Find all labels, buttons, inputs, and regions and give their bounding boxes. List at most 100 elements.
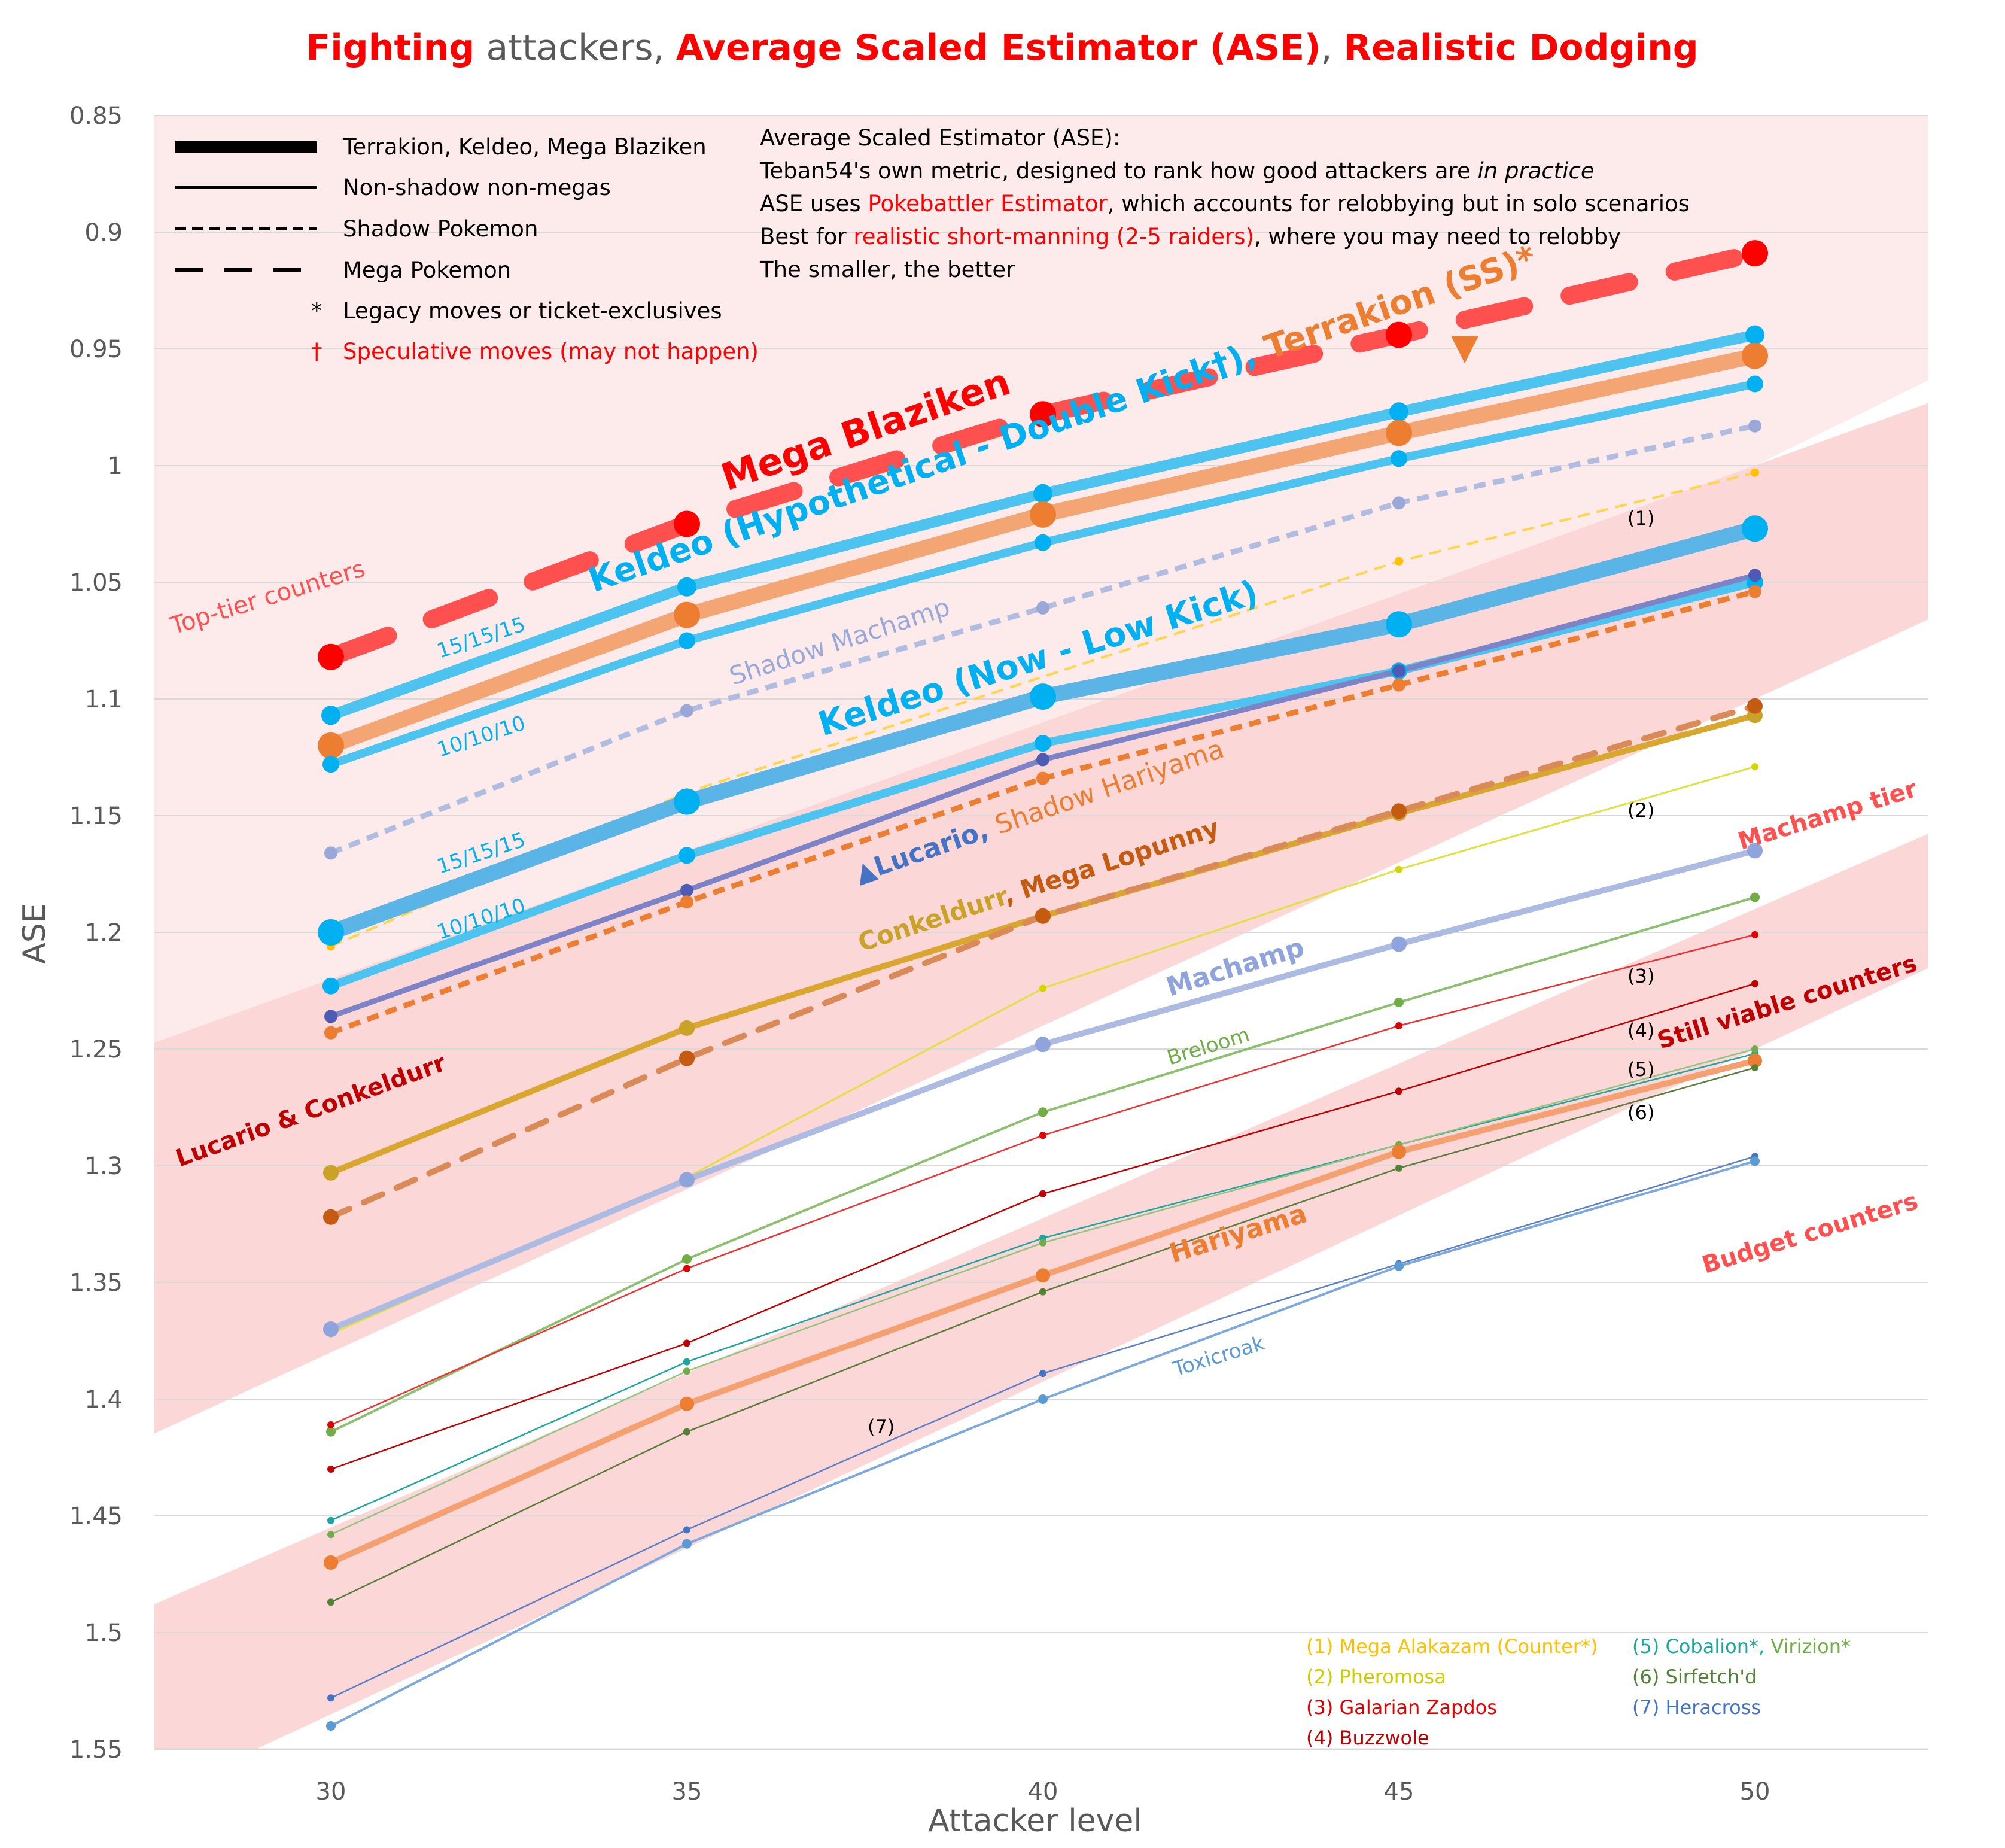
point-hariyama-lv35 xyxy=(680,1396,694,1411)
y-tick-label: 0.85 xyxy=(69,102,123,130)
y-tick-label: 1.4 xyxy=(84,1386,123,1414)
point-toxicroak-lv50 xyxy=(1750,1156,1760,1166)
point-keldeo-now-low-kick-10-10-10-lv35 xyxy=(679,847,695,864)
info-line-2-a: Teban54's own metric, designed to rank h… xyxy=(759,158,1477,184)
legend-label-4: Mega Pokemon xyxy=(343,257,511,283)
y-tick-label: 1.1 xyxy=(84,686,123,713)
x-axis-title: Attacker level xyxy=(928,1803,1142,1839)
point-lucario-lv30 xyxy=(324,1010,337,1023)
point-lucario-lv45 xyxy=(1392,664,1405,678)
x-tick-label: 50 xyxy=(1740,1778,1770,1806)
point-keldeo-hypothetical-double-kick-15-15-15-lv40 xyxy=(1033,484,1052,503)
info-line-4-a: Best for xyxy=(760,224,853,250)
point-machamp-lv30 xyxy=(323,1321,339,1337)
point-shadow-machamp-lv40 xyxy=(1036,601,1049,615)
point-6-sirfetch-d-lv40 xyxy=(1039,1288,1046,1296)
point-3-galarian-zapdos-lv35 xyxy=(683,1265,690,1272)
note-2: (2) xyxy=(1627,799,1654,822)
y-tick-label: 1.45 xyxy=(69,1503,123,1530)
footnote-key: (1) Mega Alakazam (Counter*) (2) Pheromo… xyxy=(1306,1635,1851,1749)
point-machamp-lv45 xyxy=(1391,936,1407,952)
info-line-3: ASE uses Pokebattler Estimator, which ac… xyxy=(760,191,1690,217)
point-4-buzzwole-lv40 xyxy=(1039,1190,1046,1197)
point-5-virizion-lv35 xyxy=(683,1367,690,1375)
point-keldeo-hypothetical-double-kick-15-15-15-lv50 xyxy=(1745,325,1764,345)
key-5: (5) Cobalion*, Virizion* xyxy=(1632,1635,1851,1658)
key-5-b: , xyxy=(1758,1635,1770,1658)
note-5: (5) xyxy=(1627,1058,1654,1081)
info-line-2: Teban54's own metric, designed to rank h… xyxy=(759,158,1595,184)
point-4-buzzwole-lv45 xyxy=(1395,1087,1402,1095)
legend-asterisk-symbol: * xyxy=(311,298,322,324)
point-lucario-lv35 xyxy=(680,883,693,897)
point-mega-lopunny-lv40 xyxy=(1035,908,1051,924)
point-keldeo-hypothetical-double-kick-15-15-15-lv45 xyxy=(1389,402,1408,422)
note-6: (6) xyxy=(1627,1101,1654,1124)
point-shadow-machamp-lv50 xyxy=(1748,419,1761,433)
point-mega-blaziken-lv45 xyxy=(1386,321,1412,348)
point-keldeo-now-low-kick-10-10-10-lv40 xyxy=(1035,735,1051,752)
point-machamp-lv35 xyxy=(679,1172,695,1188)
info-box: Average Scaled Estimator (ASE): Teban54'… xyxy=(759,125,1690,282)
x-tick-label: 35 xyxy=(672,1778,702,1806)
series-line-shadow-machamp xyxy=(330,423,1755,856)
point-toxicroak-lv45 xyxy=(1394,1261,1404,1271)
point-mega-blaziken-lv50 xyxy=(1742,240,1768,267)
point-conkeldurr-lv30 xyxy=(323,1165,339,1181)
point-1-mega-alakazam-lv45 xyxy=(1395,557,1403,566)
point-2-pheromosa-lv40 xyxy=(1039,984,1046,992)
point-mega-lopunny-lv50 xyxy=(1747,698,1763,714)
point-machamp-lv50 xyxy=(1747,843,1763,859)
point-5-virizion-lv40 xyxy=(1039,1239,1046,1247)
point-keldeo-hypothetical-double-kick-10-10-10-lv45 xyxy=(1391,450,1407,467)
point-mega-blaziken-lv35 xyxy=(674,510,700,537)
x-tick-label: 45 xyxy=(1384,1778,1414,1806)
point-3-galarian-zapdos-lv40 xyxy=(1039,1132,1046,1139)
point-2-pheromosa-lv45 xyxy=(1395,865,1402,873)
point-mega-lopunny-lv35 xyxy=(679,1050,695,1066)
info-line-4-b: realistic short-manning (2-5 raiders) xyxy=(853,224,1254,250)
point-mega-lopunny-lv45 xyxy=(1391,803,1407,819)
y-tick-label: 1.2 xyxy=(84,919,123,947)
legend-dagger-symbol: † xyxy=(311,339,322,364)
point-keldeo-hypothetical-double-kick-10-10-10-lv40 xyxy=(1035,534,1051,551)
chart-title: Fighting attackers, Average Scaled Estim… xyxy=(306,27,1699,69)
point-4-buzzwole-lv35 xyxy=(683,1339,690,1347)
point-terrakion-ss-lv40 xyxy=(1030,501,1056,528)
info-line-4-c: , where you may need to relobby xyxy=(1254,224,1621,250)
note-3: (3) xyxy=(1627,965,1654,987)
info-line-5: The smaller, the better xyxy=(759,257,1015,282)
y-tick-label: 1.15 xyxy=(69,803,123,830)
key-3: (3) Galarian Zapdos xyxy=(1306,1696,1497,1719)
point-keldeo-now-low-kick-15-15-15-lv35 xyxy=(674,788,700,815)
point-6-sirfetch-d-lv50 xyxy=(1751,1064,1758,1072)
y-tick-label: 0.95 xyxy=(69,336,123,363)
point-3-galarian-zapdos-lv30 xyxy=(327,1421,334,1428)
y-tick-label: 1.3 xyxy=(84,1153,123,1180)
y-axis-ticks: 0.85 0.9 0.95 1 1.05 1.1 1.15 1.2 1.25 1.3 1.35 1.4… xyxy=(69,102,123,1764)
point-hariyama-lv50 xyxy=(1748,1053,1762,1068)
legend-label-6: Speculative moves (may not happen) xyxy=(343,339,759,364)
point-5-virizion-lv30 xyxy=(327,1531,334,1539)
key-1: (1) Mega Alakazam (Counter*) xyxy=(1306,1635,1598,1658)
title-part-1: Fighting xyxy=(306,27,474,69)
info-line-4: Best for realistic short-manning (2-5 ra… xyxy=(760,224,1621,250)
point-7-heracross-lv35 xyxy=(683,1526,690,1534)
point-5-virizion-lv50 xyxy=(1751,1045,1758,1053)
point-3-galarian-zapdos-lv50 xyxy=(1751,931,1758,938)
point-shadow-hariyama-lv50 xyxy=(1748,585,1761,598)
point-conkeldurr-lv35 xyxy=(679,1020,695,1036)
point-terrakion-ss-lv30 xyxy=(318,732,344,759)
y-tick-label: 1.05 xyxy=(69,569,123,597)
point-mega-blaziken-lv30 xyxy=(318,643,344,670)
point-1-mega-alakazam-lv50 xyxy=(1751,468,1759,477)
point-5-cobalion-lv35 xyxy=(683,1358,690,1366)
point-keldeo-hypothetical-double-kick-10-10-10-lv50 xyxy=(1747,375,1763,393)
legend-label-1: Terrakion, Keldeo, Mega Blaziken xyxy=(342,134,707,160)
key-2: (2) Pheromosa xyxy=(1306,1665,1446,1688)
point-keldeo-now-low-kick-15-15-15-lv40 xyxy=(1030,683,1056,710)
point-hariyama-lv45 xyxy=(1392,1144,1406,1159)
point-2-pheromosa-lv50 xyxy=(1751,763,1758,771)
y-tick-label: 1.55 xyxy=(69,1736,123,1764)
